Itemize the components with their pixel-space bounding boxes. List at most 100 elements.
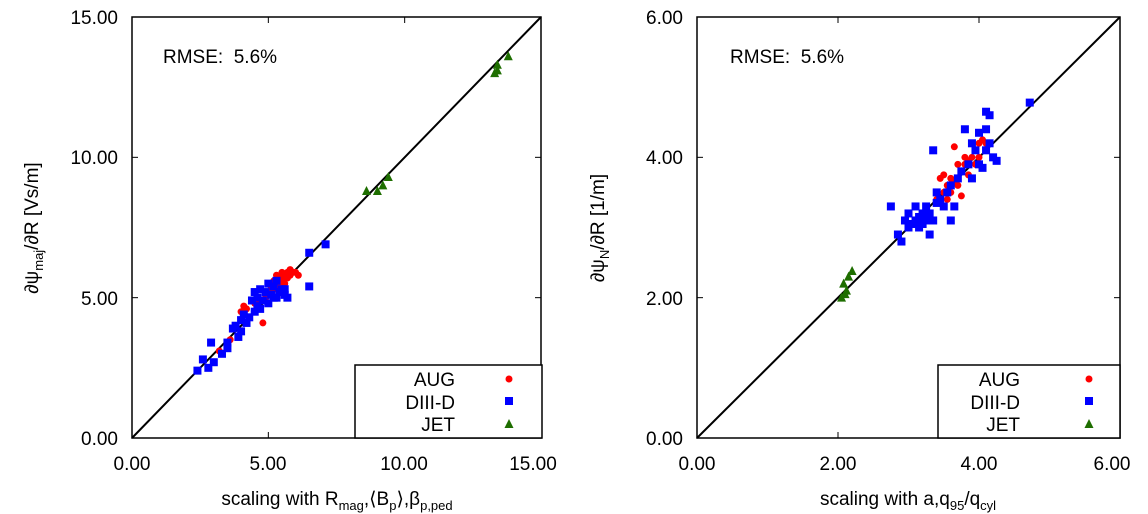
x-tick-label: 10.00	[380, 454, 428, 475]
data-point-aug	[954, 160, 962, 168]
data-point-diiid	[886, 202, 895, 211]
right-scatter-plot: 0.00 2.00 4.00 6.00 0.00 2.00 4.00 6.00 …	[588, 8, 1130, 513]
left-scatter-plot: 0.00 5.00 10.00 15.00 0.00 5.00 10.00 15…	[22, 8, 557, 513]
data-point-diiid	[929, 216, 938, 225]
legend-marker-diiid	[1085, 397, 1093, 405]
data-point-diiid	[258, 296, 267, 305]
data-point-jet	[492, 65, 502, 75]
data-point-diiid	[978, 163, 987, 172]
x-tick-labels: 0.00 2.00 4.00 6.00	[679, 454, 1131, 475]
data-point-diiid	[929, 146, 938, 155]
x-tick-label: 6.00	[1094, 454, 1131, 475]
y-tick-label: 5.00	[81, 289, 118, 310]
data-point-diiid	[982, 125, 991, 134]
y-tick-label: 15.00	[70, 8, 118, 29]
legend-label-diiid: DIII-D	[405, 393, 455, 414]
data-point-diiid	[975, 128, 983, 137]
plot-area-frame	[131, 16, 542, 439]
data-point-diiid	[321, 240, 330, 249]
legend-label-aug: AUG	[414, 370, 455, 391]
data-point-aug	[294, 271, 302, 279]
data-point-aug	[957, 192, 965, 200]
data-point-diiid	[946, 216, 955, 225]
data-point-diiid	[239, 310, 248, 319]
data-point-diiid	[207, 338, 216, 347]
data-point-aug	[943, 195, 951, 203]
data-point-diiid	[242, 318, 251, 327]
data-point-diiid	[204, 363, 213, 372]
x-tick-label: 5.00	[250, 454, 287, 475]
x-tick-label: 0.00	[679, 454, 716, 475]
data-point-diiid	[946, 181, 955, 190]
legend-label-jet: JET	[986, 415, 1020, 436]
x-axis-title: scaling with a,q95/qcyl	[820, 489, 996, 513]
data-point-diiid	[261, 288, 270, 297]
y-axis-title: ∂ψmaj/∂R [Vs/m]	[22, 162, 46, 293]
data-point-diiid	[217, 349, 226, 358]
y-tick-label: 10.00	[70, 148, 118, 169]
x-tick-label: 2.00	[820, 454, 857, 475]
data-point-jet	[361, 186, 371, 196]
y-tick-label: 0.00	[81, 429, 118, 450]
rmse-annotation: RMSE: 5.6%	[163, 47, 277, 68]
data-point-diiid	[256, 285, 265, 294]
data-point-diiid	[893, 230, 902, 239]
data-point-aug	[954, 181, 962, 189]
data-point-diiid	[971, 146, 980, 155]
y-tick-labels: 0.00 2.00 4.00 6.00	[646, 8, 683, 450]
data-point-diiid	[247, 296, 256, 305]
data-point-diiid	[953, 174, 962, 183]
x-tick-label: 0.00	[114, 454, 151, 475]
plot-area-frame	[696, 16, 1121, 439]
data-point-diiid	[272, 293, 281, 302]
data-point-jet	[503, 51, 513, 61]
data-point-diiid	[918, 209, 927, 218]
y-axis-title: ∂ψN/∂R [1/m]	[588, 174, 612, 282]
data-point-diiid	[256, 304, 265, 313]
data-point-diiid	[269, 282, 278, 291]
legend-label-jet: JET	[421, 415, 455, 436]
data-point-diiid	[967, 174, 976, 183]
data-point-diiid	[985, 111, 994, 120]
data-point-diiid	[305, 282, 314, 291]
data-point-diiid	[922, 202, 931, 211]
data-point-diiid	[964, 160, 973, 169]
data-point-diiid	[283, 293, 292, 302]
data-point-aug	[975, 153, 983, 161]
legend-marker-diiid	[505, 397, 513, 405]
data-point-diiid	[932, 188, 941, 197]
data-point-diiid	[925, 209, 934, 218]
data-point-diiid	[280, 285, 289, 294]
data-marks	[131, 16, 542, 439]
data-point-jet	[841, 285, 851, 295]
legend: AUG DIII-D JET	[354, 364, 543, 439]
data-point-diiid	[305, 248, 314, 257]
data-point-diiid	[967, 139, 976, 148]
x-axis-title: scaling with Rmag,⟨Bp⟩,βp,ped	[221, 489, 452, 513]
legend-marker-aug	[1085, 375, 1093, 383]
y-tick-label: 6.00	[646, 8, 683, 29]
data-point-diiid	[936, 195, 945, 204]
data-point-diiid	[223, 338, 232, 347]
data-point-aug	[950, 143, 958, 151]
data-point-diiid	[209, 358, 218, 367]
data-point-diiid	[264, 299, 273, 308]
data-point-jet	[847, 266, 857, 276]
data-point-diiid	[250, 307, 259, 316]
y-tick-labels: 0.00 5.00 10.00 15.00	[70, 8, 118, 450]
data-point-diiid	[992, 156, 1001, 165]
legend: AUG DIII-D JET	[937, 364, 1121, 439]
data-point-diiid	[198, 355, 207, 364]
data-point-jet	[492, 59, 502, 69]
data-point-diiid	[250, 288, 259, 297]
x-tick-label: 15.00	[509, 454, 557, 475]
data-point-jet	[844, 271, 854, 281]
data-point-diiid	[982, 146, 991, 155]
data-point-diiid	[1025, 98, 1034, 107]
rmse-annotation: RMSE: 5.6%	[730, 47, 844, 68]
data-point-aug	[259, 319, 267, 327]
data-point-diiid	[272, 276, 281, 285]
data-point-diiid	[922, 216, 931, 225]
data-point-diiid	[237, 327, 246, 336]
